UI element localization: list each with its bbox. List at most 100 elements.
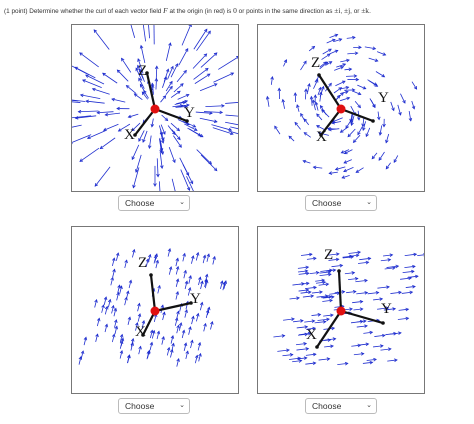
vector-arrowhead xyxy=(138,68,143,73)
vector-arrow xyxy=(197,342,201,351)
vector-arrowhead xyxy=(305,281,310,286)
vector-arrowhead xyxy=(124,259,128,264)
vector-arrow xyxy=(306,83,310,95)
vector-arrow xyxy=(181,25,192,46)
vector-arrow xyxy=(368,57,378,62)
vector-arrowhead xyxy=(411,105,416,110)
origin-marker xyxy=(336,306,346,316)
vector-arrowhead xyxy=(322,280,327,285)
vector-arrow xyxy=(205,105,225,108)
vector-arrowhead xyxy=(322,320,327,324)
curl-answer-dropdown-2[interactable]: Choose ⌄ xyxy=(305,195,377,211)
vector-arrowhead xyxy=(169,80,173,85)
vector-arrow xyxy=(82,79,102,89)
vector-arrowhead xyxy=(126,290,130,295)
vector-arrowhead xyxy=(283,59,288,63)
vector-arrow xyxy=(111,98,126,103)
vector-arrow xyxy=(119,334,123,343)
vector-arrowhead xyxy=(369,360,374,365)
curl-answer-dropdown-4[interactable]: Choose ⌄ xyxy=(305,398,377,414)
vector-arrow xyxy=(148,254,151,263)
vector-arrow xyxy=(329,292,340,295)
vector-arrow xyxy=(161,336,165,345)
vector-arrow xyxy=(128,113,139,118)
vector-arrowhead xyxy=(364,291,369,295)
vector-arrowhead xyxy=(116,106,120,111)
vector-arrow xyxy=(296,348,309,351)
vector-arrow xyxy=(366,358,377,361)
vector-arrowhead xyxy=(304,88,308,93)
vector-arrow xyxy=(346,291,356,294)
vector-arrowhead xyxy=(373,82,378,86)
vector-arrowhead xyxy=(341,290,346,294)
vector-arrowhead xyxy=(230,72,235,76)
vector-arrowhead xyxy=(369,330,374,335)
vector-arrow xyxy=(305,89,307,100)
vector-arrow xyxy=(313,166,323,169)
vector-arrowhead xyxy=(373,357,377,362)
vector-arrowhead xyxy=(162,131,166,135)
vector-arrow xyxy=(188,326,191,335)
vector-arrow xyxy=(157,285,161,294)
curl-answer-dropdown-3[interactable]: Choose ⌄ xyxy=(118,398,190,414)
vector-arrowhead xyxy=(281,98,285,103)
vector-arrowhead xyxy=(156,330,161,335)
vector-arrowhead xyxy=(130,337,135,342)
vector-arrowhead xyxy=(223,280,228,284)
comma: , xyxy=(340,8,343,15)
vector-arrowhead xyxy=(305,288,310,292)
vector-arrow xyxy=(321,296,332,299)
vector-arrow xyxy=(348,278,358,281)
curl-answer-dropdown-1[interactable]: Choose ⌄ xyxy=(118,195,190,211)
vector-arrowhead xyxy=(188,275,192,279)
vector-arrow xyxy=(149,342,153,351)
vector-arrowhead xyxy=(311,99,316,104)
vector-arrowhead xyxy=(111,97,115,102)
vector-arrowhead xyxy=(96,110,101,115)
vector-arrowhead xyxy=(119,333,124,338)
vector-arrow xyxy=(170,349,173,358)
vector-arrow xyxy=(196,30,211,51)
vector-arrowhead xyxy=(334,49,339,54)
vector-arrow xyxy=(198,353,201,362)
vector-arrow xyxy=(329,50,338,55)
vector-arrowhead xyxy=(176,324,180,329)
vector-arrowhead xyxy=(372,104,376,109)
vector-arrowhead xyxy=(377,116,381,121)
axis-endpoint xyxy=(381,321,385,325)
vector-arrow xyxy=(357,126,363,135)
vector-arrow xyxy=(357,261,369,264)
vector-arrowhead xyxy=(385,165,390,170)
vector-arrowhead xyxy=(386,285,390,289)
vector-arrowhead xyxy=(128,279,133,284)
vector-arrowhead xyxy=(82,79,86,83)
vector-arrow xyxy=(303,118,310,126)
vector-arrowhead xyxy=(355,253,360,258)
vector-arrow xyxy=(196,149,212,165)
vector-arrow xyxy=(352,301,363,304)
vector-arrow xyxy=(72,124,82,128)
vector-arrow xyxy=(367,79,377,86)
vector-arrowhead xyxy=(307,83,311,87)
vector-arrow xyxy=(273,335,285,338)
vector-arrowhead xyxy=(198,352,202,357)
vector-arrow xyxy=(319,273,332,277)
vector-arrow xyxy=(132,249,135,258)
vector-arrow xyxy=(131,144,140,160)
vector-arrowhead xyxy=(415,274,419,279)
vector-arrowhead xyxy=(327,270,332,274)
vector-arrowhead xyxy=(116,69,121,74)
vector-arrowhead xyxy=(360,352,365,356)
vector-arrow xyxy=(225,102,238,104)
vector-arrow xyxy=(173,135,182,148)
vector-arrow xyxy=(141,91,149,100)
vector-arrowhead xyxy=(178,144,182,148)
vector-arrow xyxy=(105,112,121,116)
vector-arrow xyxy=(130,338,134,347)
vector-arrow xyxy=(165,86,173,95)
vector-arrowhead xyxy=(378,157,382,161)
vector-arrow xyxy=(378,151,385,161)
vector-arrowhead xyxy=(382,123,386,128)
axis-endpoint xyxy=(337,269,341,273)
vector-arrow xyxy=(393,155,399,163)
